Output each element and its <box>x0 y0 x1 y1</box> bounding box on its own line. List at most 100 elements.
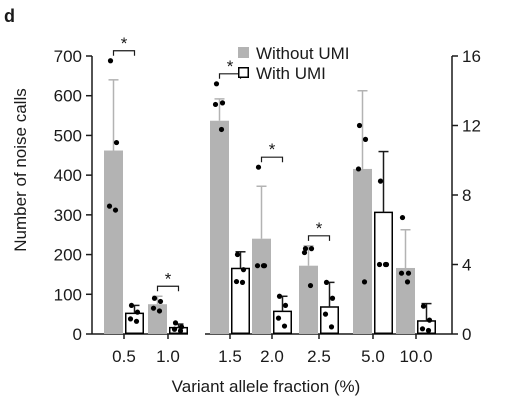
data-point <box>276 293 283 299</box>
bar-without-umi <box>104 150 123 334</box>
data-point <box>213 81 220 87</box>
data-point <box>275 315 282 321</box>
data-point <box>255 164 262 170</box>
data-point <box>128 302 135 309</box>
data-point <box>361 279 368 285</box>
legend-label-without-umi: Without UMI <box>256 44 350 63</box>
bar-with-umi <box>125 312 144 334</box>
data-point <box>301 249 308 256</box>
significance-bracket <box>260 156 284 163</box>
data-point <box>218 126 225 133</box>
bar-without-umi <box>252 238 271 334</box>
data-point <box>308 246 315 252</box>
y-axis-title: Number of noise calls <box>11 88 30 251</box>
y-tick-label-left: 200 <box>54 246 82 265</box>
data-point <box>420 303 427 309</box>
data-point <box>282 302 289 309</box>
data-point <box>133 318 140 324</box>
data-point <box>107 58 114 64</box>
y-tick-label-left: 100 <box>54 285 82 304</box>
data-points <box>106 58 433 334</box>
significance-bracket <box>307 235 331 241</box>
bar-with-umi <box>231 267 250 335</box>
y-tick-label-right: 16 <box>462 47 481 66</box>
data-point <box>254 263 261 269</box>
data-point <box>382 261 389 268</box>
data-point <box>302 246 309 252</box>
significance-bracket <box>156 285 180 292</box>
data-point <box>240 267 247 273</box>
x-tick-label: 2.0 <box>260 347 284 366</box>
data-point <box>322 311 329 317</box>
x-tick-label: 10.0 <box>399 347 432 366</box>
axes: 0 100 200 300 400 500 600 700 0 4 8 12 16 0.5 1.0 1.5 2.… <box>54 47 481 366</box>
y-tick-label-right: 12 <box>462 117 481 136</box>
bar-with-umi <box>273 310 292 334</box>
data-point <box>323 279 330 285</box>
data-point <box>177 328 184 334</box>
significance-star: * <box>227 57 234 76</box>
data-point <box>151 295 158 301</box>
x-tick-label: 0.5 <box>112 347 136 366</box>
data-point <box>404 279 411 285</box>
data-point <box>281 323 288 329</box>
x-tick-label: 2.5 <box>307 347 331 366</box>
data-point <box>106 203 113 209</box>
y-tick-label-left: 0 <box>73 325 82 344</box>
data-point <box>150 305 157 311</box>
y-tick-label-left: 500 <box>54 126 82 145</box>
bar-without-umi <box>396 267 415 334</box>
legend-label-with-umi: With UMI <box>256 64 326 83</box>
y-tick-label-left: 400 <box>54 166 82 185</box>
data-point <box>398 270 405 276</box>
significance-bracket <box>112 50 136 56</box>
data-point <box>425 327 432 334</box>
significance-star: * <box>316 219 323 238</box>
data-point <box>157 298 164 305</box>
data-point <box>328 324 335 330</box>
y-tick-label-right: 0 <box>462 325 471 344</box>
y-tick-label-left: 700 <box>54 47 82 66</box>
significance-star: * <box>165 269 172 288</box>
data-point <box>399 214 406 221</box>
bar-without-umi <box>353 168 372 334</box>
data-point <box>355 166 362 172</box>
data-point <box>356 122 363 129</box>
data-point <box>426 317 433 323</box>
data-point <box>156 308 163 314</box>
y-tick-label-right: 4 <box>462 256 471 275</box>
y-tick-label-right: 8 <box>462 186 471 205</box>
legend-swatch-without-umi <box>238 47 249 58</box>
significance-markers: * * * * * <box>112 34 331 292</box>
data-point <box>234 251 241 258</box>
data-point <box>212 101 219 108</box>
data-point <box>377 178 384 184</box>
data-point <box>134 309 141 315</box>
data-point <box>362 136 369 142</box>
x-tick-label: 5.0 <box>361 347 385 366</box>
data-point <box>419 326 426 332</box>
bar-without-umi <box>148 304 167 334</box>
data-point <box>113 139 120 146</box>
x-axis-title: Variant allele fraction (%) <box>172 377 361 396</box>
data-point <box>127 316 134 322</box>
y-tick-label-left: 600 <box>54 87 82 106</box>
x-tick-label: 1.0 <box>156 347 180 366</box>
error-bars <box>108 79 432 328</box>
data-point <box>260 263 267 269</box>
data-point <box>233 278 240 285</box>
significance-star: * <box>269 140 276 159</box>
data-point <box>405 270 412 276</box>
x-tick-label: 1.5 <box>218 347 242 366</box>
bars <box>104 120 436 335</box>
data-point <box>172 320 179 326</box>
bar-without-umi <box>299 265 318 334</box>
data-point <box>112 207 119 213</box>
data-point <box>307 282 314 289</box>
bar-with-umi <box>374 211 393 334</box>
data-point <box>219 100 226 106</box>
bar-with-umi <box>320 306 339 335</box>
data-point <box>376 261 383 268</box>
